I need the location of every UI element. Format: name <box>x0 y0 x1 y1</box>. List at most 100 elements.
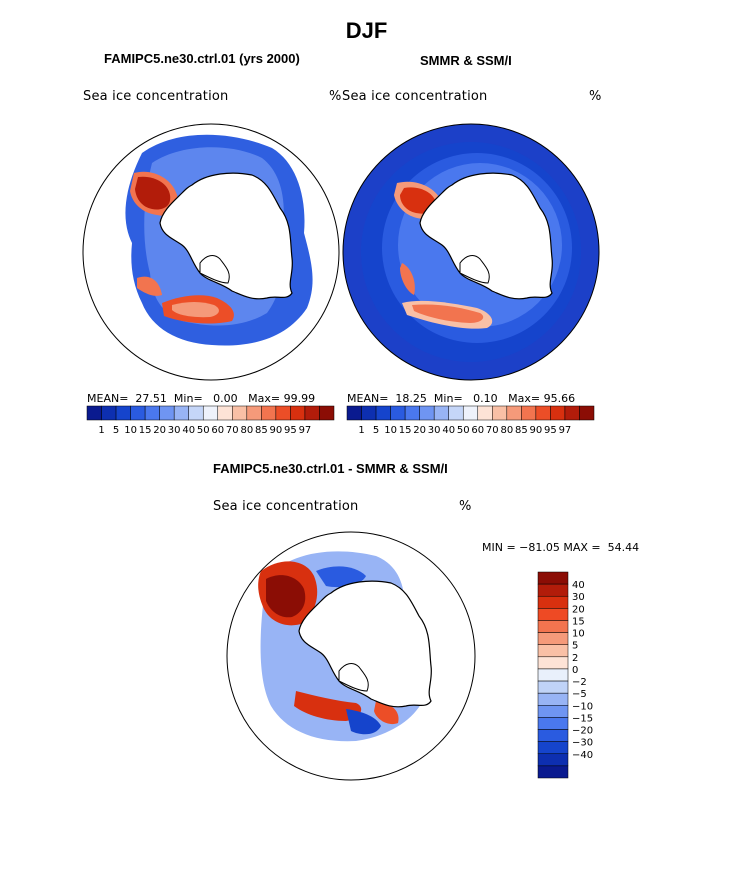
model-colorbar-swatch <box>101 405 117 421</box>
difference-colorbar-tick-label: 10 <box>572 629 585 640</box>
difference-colorbar-swatch <box>537 595 569 609</box>
antarctica-coastline-2 <box>419 172 553 300</box>
model-colorbar-swatch <box>159 405 175 421</box>
difference-colorbar-swatch <box>537 668 569 682</box>
observed-colorbar-tick-label: 70 <box>486 425 499 436</box>
difference-colorbar-swatch <box>537 656 569 670</box>
observed-colorbar-swatch <box>550 405 566 421</box>
difference-colorbar-tick-label: −40 <box>572 750 593 761</box>
model-colorbar-tick-label: 30 <box>168 425 181 436</box>
model-colorbar-tick-label: 10 <box>124 425 137 436</box>
observed-colorbar-swatch <box>535 405 551 421</box>
colorbar-model: 1 5 10 15 20 30 40 50 60 70 80 85 90 95 97 <box>86 405 335 436</box>
observed-colorbar-tick-label: 50 <box>457 425 470 436</box>
observed-colorbar-tick-label: 60 <box>471 425 484 436</box>
panel3-title: FAMIPC5.ne30.ctrl.01 - SMMR & SSM/I <box>213 461 448 476</box>
model-colorbar-tick-label: 60 <box>211 425 224 436</box>
difference-colorbar-tick-label: 40 <box>572 580 585 591</box>
difference-colorbar-tick-label: −5 <box>572 689 587 700</box>
model-colorbar-swatch <box>275 405 291 421</box>
difference-colorbar-swatch <box>537 620 569 633</box>
observed-colorbar-swatch <box>404 405 420 421</box>
difference-colorbar-tick-label: −2 <box>572 677 587 688</box>
panel3-units-label: % <box>459 499 472 514</box>
model-colorbar-swatch <box>304 405 320 421</box>
model-colorbar-tick-label: 70 <box>226 425 239 436</box>
panel1-field-label: Sea ice concentration <box>83 89 229 104</box>
difference-colorbar-swatch <box>537 765 569 779</box>
observed-colorbar-tick-label: 1 <box>358 425 364 436</box>
panel3-minmax: MIN = −81.05 MAX = 54.44 <box>482 541 640 554</box>
observed-colorbar-tick-label: 20 <box>413 425 426 436</box>
panel2-units-label: % <box>589 89 602 104</box>
model-colorbar-swatch <box>115 405 131 421</box>
panel1-title: FAMIPC5.ne30.ctrl.01 (yrs 2000) <box>104 51 300 66</box>
model-colorbar-tick-label: 90 <box>270 425 283 436</box>
model-colorbar-tick-label: 50 <box>197 425 210 436</box>
difference-colorbar-tick-label: 2 <box>572 653 578 664</box>
model-colorbar-swatch <box>188 405 204 421</box>
difference-colorbar-tick-label: −15 <box>572 713 593 724</box>
model-colorbar-swatch <box>86 405 102 421</box>
model-colorbar-tick-label: 97 <box>299 425 312 436</box>
figure-title: DJF <box>345 18 388 43</box>
model-colorbar-tick-label: 5 <box>113 425 119 436</box>
antarctica-coastline <box>159 172 293 300</box>
difference-colorbar-swatch <box>537 741 569 755</box>
difference-colorbar-swatch <box>537 632 569 645</box>
map-model-sea-ice <box>82 123 340 381</box>
model-colorbar-tick-label: 20 <box>153 425 166 436</box>
observed-colorbar-tick-label: 85 <box>515 425 528 436</box>
difference-colorbar-tick-label: −20 <box>572 726 593 737</box>
observed-colorbar-swatch <box>390 405 406 421</box>
observed-colorbar-swatch <box>361 405 377 421</box>
map-difference-sea-ice <box>226 531 476 781</box>
observed-colorbar-tick-label: 97 <box>559 425 572 436</box>
difference-colorbar-tick-label: 15 <box>572 616 585 627</box>
difference-colorbar-swatch <box>537 705 569 718</box>
observed-colorbar-tick-label: 40 <box>442 425 455 436</box>
observed-colorbar-tick-label: 30 <box>428 425 441 436</box>
model-colorbar-swatch <box>290 405 306 421</box>
difference-colorbar-swatch <box>537 753 569 767</box>
model-colorbar-swatch <box>319 405 335 421</box>
observed-colorbar-tick-label: 80 <box>500 425 513 436</box>
difference-colorbar-tick-label: 20 <box>572 604 585 615</box>
difference-colorbar-tick-label: 30 <box>572 592 585 603</box>
observed-colorbar-swatch <box>346 405 362 421</box>
observed-colorbar-tick-label: 95 <box>544 425 557 436</box>
observed-colorbar-swatch <box>433 405 449 421</box>
model-colorbar-swatch <box>202 405 219 421</box>
observed-colorbar-tick-label: 10 <box>384 425 397 436</box>
map-observed-sea-ice <box>342 123 600 381</box>
panel1-stats: MEAN= 27.51 Min= 0.00 Max= 99.99 <box>87 392 316 405</box>
model-colorbar-swatch <box>144 405 160 421</box>
model-colorbar-swatch <box>173 405 189 421</box>
observed-colorbar-tick-label: 15 <box>399 425 412 436</box>
difference-colorbar-swatch <box>537 692 569 706</box>
difference-colorbar-swatch <box>537 717 569 730</box>
difference-colorbar-tick-label: 5 <box>572 641 578 652</box>
difference-colorbar-swatch <box>537 729 569 742</box>
difference-colorbar-swatch <box>537 583 569 597</box>
observed-colorbar-swatch <box>564 405 580 421</box>
difference-colorbar-swatch <box>537 644 569 658</box>
observed-colorbar-swatch <box>492 405 508 421</box>
difference-colorbar-swatch <box>537 680 569 694</box>
antarctica-coastline-3 <box>298 580 432 708</box>
panel3-field-label: Sea ice concentration <box>213 499 359 514</box>
model-colorbar-tick-label: 95 <box>284 425 297 436</box>
model-colorbar-tick-label: 40 <box>182 425 195 436</box>
model-colorbar-swatch <box>261 405 277 421</box>
panel2-stats: MEAN= 18.25 Min= 0.10 Max= 95.66 <box>347 392 576 405</box>
model-colorbar-swatch <box>232 405 248 421</box>
difference-colorbar-tick-label: 0 <box>572 665 578 676</box>
observed-colorbar-tick-label: 90 <box>530 425 543 436</box>
observed-colorbar-swatch <box>579 405 595 421</box>
model-colorbar-tick-label: 80 <box>240 425 253 436</box>
observed-colorbar-swatch <box>462 405 479 421</box>
model-colorbar-swatch <box>130 405 146 421</box>
colorbar-observed: 1 5 10 15 20 30 40 50 60 70 80 85 90 95 97 <box>346 405 595 436</box>
panel2-field-label: Sea ice concentration <box>342 89 488 104</box>
